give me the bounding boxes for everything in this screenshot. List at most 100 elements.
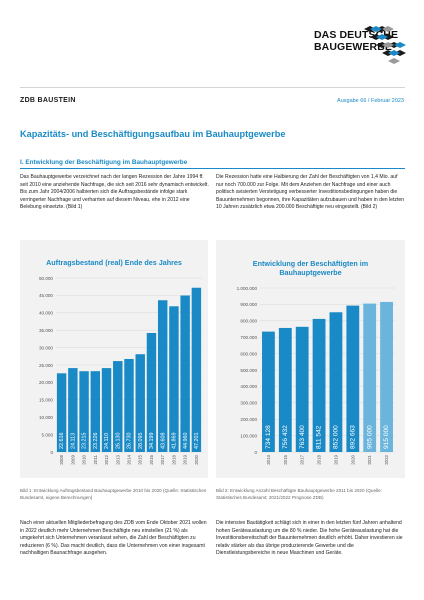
bar [79, 371, 89, 452]
x-tick-label: 2012 [104, 454, 109, 464]
data-label: 756 432 [282, 425, 289, 449]
data-label: 23.226 [93, 433, 99, 450]
y-tick-label: 100.000 [240, 433, 257, 438]
x-tick-label: 2015 [138, 454, 143, 464]
issue-label: Ausgabe 66 / Februar 2023 [337, 98, 404, 104]
y-tick-label: 40.000 [39, 311, 53, 316]
y-tick-label: 25.000 [39, 363, 53, 368]
bar [191, 287, 202, 452]
y-tick-label: 0 [254, 450, 257, 455]
bar [329, 312, 343, 452]
bar [346, 305, 360, 452]
x-tick-label: 2011 [93, 454, 98, 464]
bar [157, 300, 168, 452]
bar [124, 358, 134, 452]
data-label: 26.730 [127, 433, 133, 450]
section-divider [20, 168, 405, 169]
bar [278, 327, 292, 452]
data-label: 23.215 [82, 433, 88, 450]
x-tick-label: 2013 [266, 454, 271, 464]
caption-bild-1: Bild 1: Entwicklung Auftragsbestand Bauh… [20, 488, 207, 500]
bar [101, 368, 112, 452]
data-label: 892 663 [349, 425, 356, 449]
y-tick-label: 15.000 [39, 398, 53, 403]
data-label: 44.960 [183, 433, 189, 450]
x-tick-label: 2010 [82, 454, 87, 464]
x-tick-label: 2008 [59, 454, 64, 464]
data-label: 41.869 [172, 433, 178, 450]
y-tick-label: 700.000 [240, 335, 257, 340]
chart-panel-beschaeftigte: Entwicklung der Beschäftigten im Bauhaupt… [216, 240, 405, 478]
y-tick-label: 900.000 [240, 302, 257, 307]
bar [56, 373, 67, 452]
chart-title: Bauhauptgewerbe [279, 268, 341, 277]
data-label: 734 128 [265, 425, 272, 449]
data-label: 47.201 [194, 433, 200, 450]
chart-auftragsbestand: Auftragsbestand (real) Ende des Jahres 0 5… [39, 258, 202, 465]
y-tick-label: 30.000 [39, 345, 53, 350]
x-tick-label: 2022 [384, 454, 389, 464]
chart-panel-auftragsbestand: Auftragsbestand (real) Ende des Jahres 0 5… [20, 240, 208, 478]
bar [146, 332, 157, 452]
paragraph-left-2: Nach einer aktuellen Mitgliederbefragung… [20, 520, 207, 557]
y-tick-label: 200.000 [240, 417, 257, 422]
x-tick-label: 2017 [300, 454, 305, 464]
data-label: 763 400 [299, 425, 306, 449]
header-divider [20, 87, 405, 88]
data-label: 905 000 [366, 425, 373, 449]
logo-cubes-icon [364, 26, 406, 64]
x-tick-label: 2009 [70, 454, 75, 464]
x-tick-label: 2019 [183, 454, 188, 464]
y-tick-label: 800.000 [240, 319, 257, 324]
data-label: 22.616 [59, 433, 65, 450]
y-tick-label: 300.000 [240, 401, 257, 406]
data-label: 852 000 [333, 425, 340, 449]
section-heading: I. Entwicklung der Beschäftigung im Bauh… [20, 159, 188, 166]
logo-line-2: BAUGEWERBE [314, 41, 393, 53]
bar [135, 354, 145, 452]
bar [113, 361, 123, 452]
bar [180, 295, 190, 452]
y-tick-label: 20.000 [39, 380, 53, 385]
y-tick-label: 0 [50, 450, 53, 455]
x-tick-label: 2014 [127, 454, 132, 464]
y-tick-label: 1.000.000 [237, 286, 258, 291]
bar [169, 306, 179, 452]
paragraph-right-1: Die Rezession hatte eine Halbierung der … [216, 174, 405, 211]
x-tick-label: 2020 [194, 454, 199, 464]
x-tick-label: 2018 [317, 454, 322, 464]
caption-bild-2: Bild 2: Entwicklung Anzahl Beschäftigte … [216, 488, 382, 500]
x-tick-label: 2017 [160, 454, 165, 464]
chart-title: Entwicklung der Beschäftigten im [253, 259, 368, 268]
bar [380, 301, 393, 452]
paragraph-left-1: Das Bauhauptgewerbe verzeichnet nach der… [20, 174, 209, 211]
data-label: 24.113 [70, 433, 76, 449]
y-tick-label: 400.000 [240, 384, 257, 389]
data-label: 43.608 [160, 433, 166, 450]
x-tick-label: 2016 [149, 454, 154, 464]
data-label: 811 542 [316, 425, 323, 449]
bar [312, 318, 326, 452]
y-tick-label: 10.000 [39, 415, 53, 420]
y-tick-label: 5.000 [42, 432, 54, 437]
x-tick-label: 2019 [333, 454, 338, 464]
data-label: 34.199 [149, 433, 155, 450]
bar [295, 326, 309, 452]
bar [90, 371, 101, 452]
y-tick-label: 50.000 [39, 276, 53, 281]
data-label: 24.110 [104, 433, 110, 449]
chart-beschaeftigte: Entwicklung der Beschäftigten imBauhaupt… [237, 259, 395, 465]
data-label: 28.095 [138, 433, 144, 450]
x-tick-label: 2015 [283, 454, 288, 464]
bar [262, 331, 275, 452]
section-label: ZDB BAUSTEIN [20, 97, 76, 104]
bar [363, 303, 377, 452]
page-title: Kapazitäts- und Beschäftigungsaufbau im … [20, 129, 286, 139]
chart-title: Auftragsbestand (real) Ende des Jahres [46, 258, 182, 267]
y-tick-label: 600.000 [240, 351, 257, 356]
x-tick-label: 2018 [171, 454, 176, 464]
paragraph-right-2: Die intensive Bautätigkeit schlägt sich … [216, 520, 403, 557]
y-tick-label: 35.000 [39, 328, 53, 333]
y-tick-label: 45.000 [39, 293, 53, 298]
x-tick-label: 2021 [367, 454, 372, 464]
